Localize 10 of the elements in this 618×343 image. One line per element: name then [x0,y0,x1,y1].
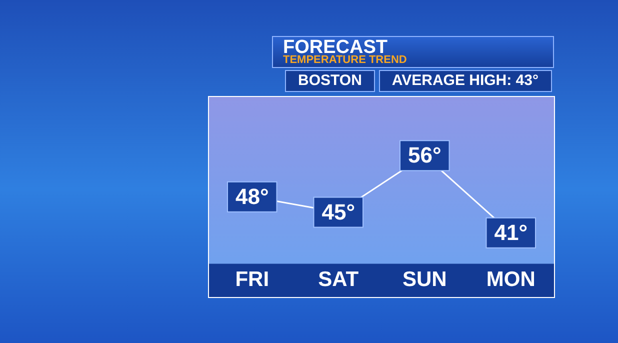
text: AVERAGE HIGH: 43° [378,70,552,92]
x-tick-label: FRI [235,268,270,292]
text: BOSTON [285,70,375,92]
data-label: 56° [408,142,442,168]
x-tick-label: SAT [318,268,359,292]
x-tick-label: SUN [402,268,447,292]
data-label: 48° [235,184,269,209]
data-label: 41° [494,220,528,245]
data-label: 45° [322,199,356,224]
x-tick-label: MON [486,268,536,292]
